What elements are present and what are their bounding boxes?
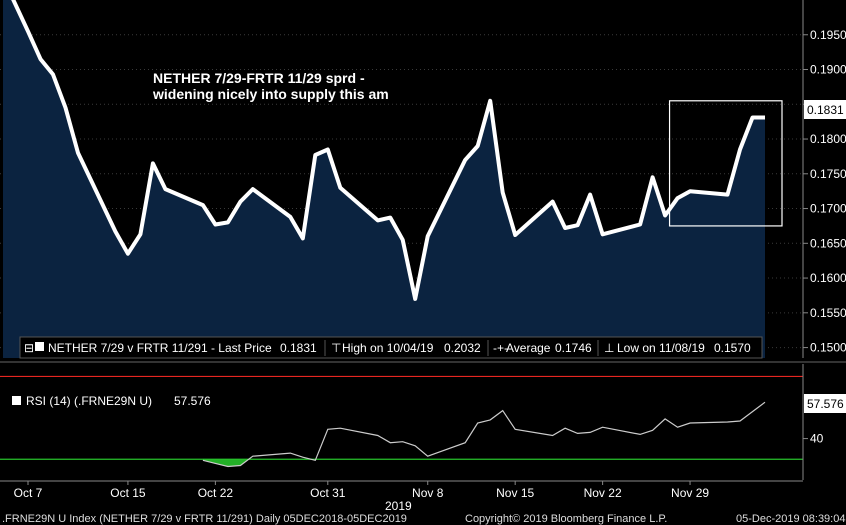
x-tick-label: Oct 22	[198, 486, 234, 500]
price-last-value-tag: 0.1831	[804, 100, 846, 119]
price-y-tick-label: 0.1700	[810, 202, 846, 216]
price-y-tick-label: 0.1950	[810, 28, 846, 42]
price-y-tick-label: 0.1750	[810, 167, 846, 181]
price-y-tick-label: 0.1900	[810, 63, 846, 77]
x-tick-label: Oct 7	[14, 486, 43, 500]
rsi-legend-swatch	[12, 396, 21, 405]
footer-index-info: .FRNE29N U Index (NETHER 7/29 v FRTR 11/…	[2, 513, 407, 525]
legend-average-label: Average	[506, 341, 551, 355]
rsi-oversold-shade	[202, 459, 316, 467]
x-tick-label: Oct 31	[310, 486, 346, 500]
annotation-line-2: widening nicely into supply this am	[152, 86, 389, 102]
price-last-value-box	[804, 100, 846, 119]
x-tick-label: Nov 15	[496, 486, 534, 500]
price-legend: ⊟ NETHER 7/29 v FRTR 11/291 - Last Price…	[19, 336, 763, 359]
annotation-line-1: NETHER 7/29-FRTR 11/29 sprd -	[153, 70, 365, 86]
price-y-tick-label: 0.1800	[810, 132, 846, 146]
rsi-last-value-tag: 57.576	[804, 394, 846, 413]
legend-high-label: High on 10/04/19	[342, 341, 434, 355]
x-tick-label: Oct 15	[110, 486, 146, 500]
price-panel: NETHER 7/29-FRTR 11/29 sprd - widening n…	[0, 0, 846, 359]
legend-high-value: 0.2032	[444, 341, 481, 355]
rsi-y-tick-label: 40	[810, 432, 824, 446]
legend-low-label: Low on 11/08/19	[617, 341, 705, 355]
price-last-value: 0.1831	[807, 103, 844, 117]
rsi-last-value-box	[804, 394, 846, 413]
price-area-fill	[3, 0, 765, 358]
legend-low-value: 0.1570	[714, 341, 751, 355]
low-marker-icon: ⊥	[604, 341, 614, 355]
price-y-tick-label: 0.1500	[810, 341, 846, 355]
rsi-panel: 40 57.576 RSI (14) (.FRNE29N U) 57.576	[0, 364, 846, 480]
average-marker-icon: -+-	[493, 341, 508, 355]
rsi-legend-value: 57.576	[174, 394, 211, 408]
legend-average-value: 0.1746	[555, 341, 592, 355]
price-series-line	[11, 0, 765, 301]
x-tick-label: Nov 8	[412, 486, 444, 500]
rsi-series-line	[202, 401, 766, 468]
x-year-label: 2019	[385, 499, 412, 513]
price-y-tick-label: 0.1650	[810, 236, 846, 250]
footer-copyright: Copyright© 2019 Bloomberg Finance L.P.	[465, 513, 667, 525]
price-y-tick-label: 0.1600	[810, 271, 846, 285]
rsi-legend-label: RSI (14) (.FRNE29N U)	[26, 394, 152, 408]
rsi-last-value: 57.576	[807, 397, 844, 411]
legend-swatch-last	[35, 342, 44, 351]
legend-last-value: 0.1831	[280, 341, 317, 355]
price-y-tick-label: 0.1550	[810, 306, 846, 320]
legend-last-label: NETHER 7/29 v FRTR 11/291 - Last Price	[48, 341, 272, 355]
rsi-y-ticks: 40	[803, 432, 824, 446]
x-tick-label: Nov 29	[671, 486, 709, 500]
x-tick-label: Nov 22	[584, 486, 622, 500]
price-legend-bar	[19, 336, 763, 359]
footer-timestamp: 05-Dec-2019 08:39:04	[736, 513, 845, 525]
legend-menu-icon[interactable]: ⊟	[24, 341, 34, 355]
x-axis-ticks: Oct 7 Oct 15 Oct 22 Oct 31 Nov 8 Nov 15 Nov 22…	[14, 481, 709, 500]
highlight-box	[668, 100, 783, 227]
high-marker-icon: ⊤	[331, 341, 341, 355]
rsi-legend: RSI (14) (.FRNE29N U) 57.576	[12, 394, 211, 408]
